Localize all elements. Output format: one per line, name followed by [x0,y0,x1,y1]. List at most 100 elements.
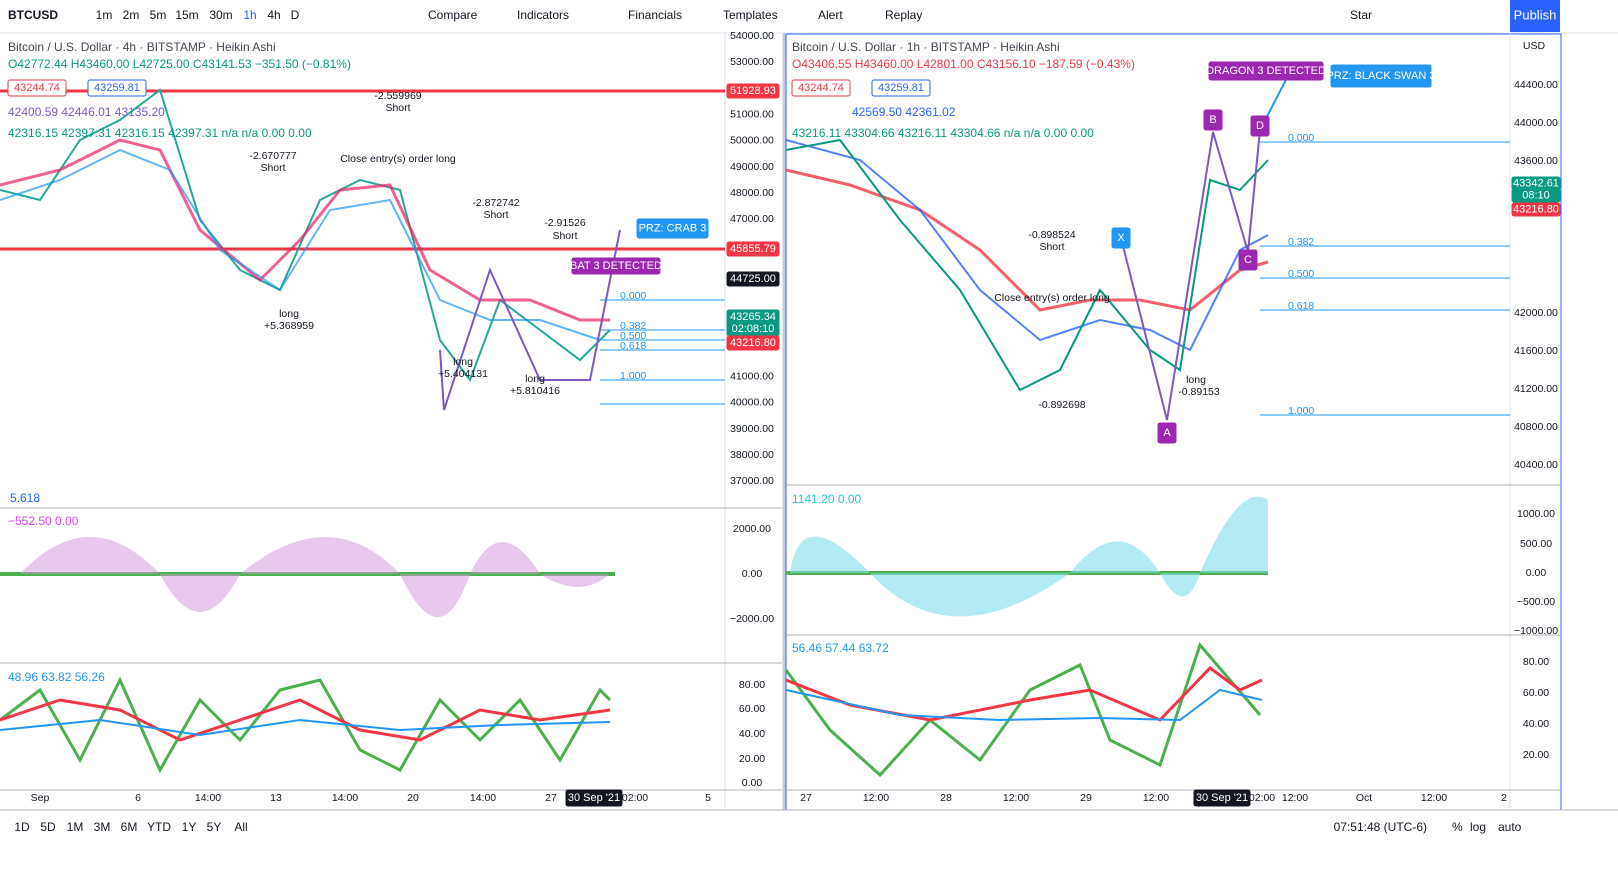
layout-name[interactable]: Star [1350,8,1372,22]
osc-label: 1000.00 [1517,508,1555,520]
percent-toggle[interactable]: % [1452,820,1463,834]
toolbar-button[interactable]: Indicators [517,8,569,22]
interval[interactable]: 1h [243,8,256,22]
pattern-point-bg [1203,109,1223,131]
time-label: 27 [545,792,557,804]
range-button[interactable]: 6M [121,820,138,834]
fib-level: 0.500 [620,330,646,342]
price-tag: 08:10 [1522,189,1550,201]
pattern-label: BAT 3 DETECTED [570,260,662,272]
osc-label: 2000.00 [733,523,771,535]
price-label: 48000.00 [730,187,774,199]
legend: 42569.50 42361.02 [852,105,956,119]
interval[interactable]: 2m [123,8,140,22]
toolbar-button[interactable]: Templates [723,8,778,22]
legend: 43216.11 43304.66 43216.11 43304.66 n/a … [792,126,1094,140]
strategy-label: +5.404131 [438,368,488,380]
oscillator-drawing [0,496,1268,778]
price-tag-bg [1511,202,1561,217]
pattern-label-bg [636,218,709,239]
fib-level: 0.382 [1288,236,1314,248]
strategy-label: long [279,308,299,320]
strategy-label: long [453,356,473,368]
interval[interactable]: 5m [150,8,167,22]
price-label: 38000.00 [730,449,774,461]
log-toggle[interactable]: log [1470,820,1486,834]
time-label: 29 [1080,792,1092,804]
price-label: 39000.00 [730,423,774,435]
bid-bg [791,79,851,97]
time-label: 14:00 [195,792,221,804]
range-button[interactable]: 1D [14,820,30,834]
range-button[interactable]: 1M [67,820,84,834]
range-button[interactable]: 3M [94,820,111,834]
time-cursor-bg [565,789,623,807]
osc-legend: −552.50 0.00 [8,514,79,528]
pattern-label: PRZ: BLACK SWAN 3 [1326,70,1435,82]
toolbar-button[interactable]: Compare [428,8,478,22]
strategy-label: Short [1039,241,1064,253]
price-tag-bg [726,241,780,257]
toolbar-button[interactable]: Financials [628,8,682,22]
interval[interactable]: 30m [209,8,232,22]
time-label: Sep [31,792,50,804]
price-tag-bg [726,83,780,99]
ohlc: O43406.55 H43460.00 L42801.00 C43156.10 … [792,57,1135,71]
interval[interactable]: D [291,8,300,22]
ask: 43259.81 [878,82,924,94]
price-label: 40400.00 [1514,459,1558,471]
time-label: 14:00 [470,792,496,804]
symbol[interactable]: BTCUSD [8,8,58,22]
bid: 43244.74 [798,82,844,94]
pattern-label-bg [1208,61,1324,81]
fib-level: 0.382 [620,320,646,332]
rsi-legend: 56.46 57.44 63.72 [792,641,889,655]
osc-label: −1000.00 [1514,625,1558,637]
pattern-point-bg [1111,227,1131,249]
range-button[interactable]: 5Y [207,820,222,834]
strategy-label: Short [385,102,410,114]
time-label: 28 [940,792,952,804]
auto-toggle[interactable]: auto [1498,820,1522,834]
strategy-label: -0.89153 [1178,386,1220,398]
time-label: 13 [270,792,282,804]
clock: 07:51:48 (UTC-6) [1334,820,1427,834]
rsi-legend: 48.96 63.82 56.26 [8,670,105,684]
interval[interactable]: 1m [96,8,113,22]
time-label: 02:00 [1249,792,1275,804]
range-button[interactable]: 1Y [182,820,197,834]
range-button[interactable]: YTD [147,820,171,834]
price-tag-bg [1511,188,1561,203]
price-label: 54000.00 [730,30,774,42]
publish-label[interactable]: Publish [1514,7,1557,22]
pattern-label-bg [571,257,661,275]
legend: 42400.59 42446.01 43135.20 [8,105,165,119]
rsi-label: 40.00 [1523,718,1549,730]
interval[interactable]: 15m [175,8,198,22]
pattern-point-bg [1157,422,1177,444]
fib-level: 1.000 [1288,405,1314,417]
ask: 43259.81 [94,82,140,94]
range-button[interactable]: All [234,820,247,834]
interval[interactable]: 4h [267,8,280,22]
price-tag: 51928.93 [730,85,776,97]
time-label: 12:00 [1003,792,1029,804]
time-label: 12:00 [863,792,889,804]
price-label: 50000.00 [730,135,774,147]
time-label: 12:00 [1143,792,1169,804]
price-drawing [600,71,1510,421]
publish-button[interactable] [1510,0,1560,32]
range-button[interactable]: 5D [40,820,56,834]
toolbar-button[interactable]: Replay [885,8,922,22]
price-tag: 02:08:10 [732,323,775,335]
toolbar-button[interactable]: Alert [818,8,843,22]
currency[interactable]: USD [1523,40,1546,52]
rsi-label: 80.00 [739,679,765,691]
price-label: 41600.00 [1514,345,1558,357]
price-label: 51000.00 [730,108,774,120]
fib-level: 0.000 [1288,132,1314,144]
rsi-label: 60.00 [739,703,765,715]
rsi-label: 20.00 [739,753,765,765]
price-label: 41000.00 [730,370,774,382]
